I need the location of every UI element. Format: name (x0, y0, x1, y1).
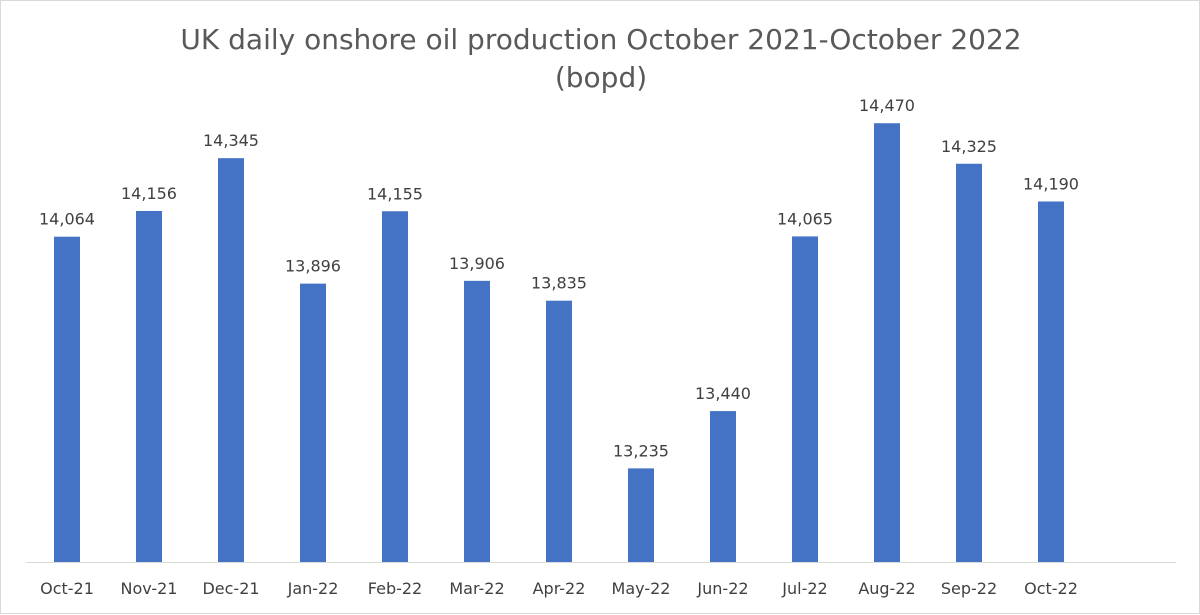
data-label-Mar-22: 13,906 (449, 254, 505, 273)
data-label-Sep-22: 14,325 (941, 137, 997, 156)
bar-Nov-21 (136, 210, 162, 562)
bar-Sep-22 (956, 163, 982, 562)
data-label-Jun-22: 13,440 (695, 384, 751, 403)
bar-Feb-22 (382, 211, 408, 562)
x-tick-label-Mar-22: Mar-22 (449, 579, 504, 598)
data-label-May-22: 13,235 (613, 441, 669, 460)
chart-subtitle: (bopd) (554, 61, 648, 94)
x-tick-labels-group: Oct-21 Nov-21 Dec-21 Jan-22 Feb-22 Mar-22 Apr-… (40, 579, 1078, 598)
x-tick-label-Jan-22: Jan-22 (287, 579, 339, 598)
bar-Oct-21 (54, 236, 80, 562)
x-tick-label-May-22: May-22 (612, 579, 671, 598)
data-label-Feb-22: 14,155 (367, 184, 423, 203)
data-label-Jan-22: 13,896 (285, 257, 341, 276)
bars-group (54, 123, 1064, 563)
bar-Apr-22 (546, 300, 572, 562)
chart-title: UK daily onshore oil production October … (1, 21, 1200, 97)
x-tick-label-Aug-22: Aug-22 (858, 579, 915, 598)
x-tick-label-Jul-22: Jul-22 (781, 579, 827, 598)
x-tick-label-Dec-21: Dec-21 (202, 579, 259, 598)
data-label-Nov-21: 14,156 (121, 184, 177, 203)
x-tick-label-Nov-21: Nov-21 (121, 579, 178, 598)
bar-Jun-22 (710, 411, 736, 562)
x-tick-label-Feb-22: Feb-22 (368, 579, 422, 598)
bar-Jul-22 (792, 236, 818, 563)
bar-Jan-22 (300, 283, 326, 562)
bar-Aug-22 (874, 123, 900, 562)
bar-Dec-21 (218, 158, 244, 562)
bar-Mar-22 (464, 280, 490, 562)
bar-Oct-22 (1038, 201, 1064, 562)
x-tick-label-Oct-21: Oct-21 (40, 579, 94, 598)
x-tick-label-Apr-22: Apr-22 (533, 579, 586, 598)
chart-title-line: UK daily onshore oil production October … (180, 23, 1022, 56)
data-label-Aug-22: 14,470 (859, 96, 915, 115)
data-label-Dec-21: 14,345 (203, 131, 259, 150)
x-tick-label-Sep-22: Sep-22 (941, 579, 997, 598)
data-label-Oct-21: 14,064 (39, 210, 95, 229)
x-tick-label-Oct-22: Oct-22 (1024, 579, 1078, 598)
data-label-Oct-22: 14,190 (1023, 174, 1079, 193)
data-labels-group: 14,064 14,156 14,345 13,896 14,155 13,906 13,8… (39, 96, 1079, 460)
x-tick-label-Jun-22: Jun-22 (696, 579, 748, 598)
data-label-Apr-22: 13,835 (531, 274, 587, 293)
bar-May-22 (628, 468, 654, 562)
data-label-Jul-22: 14,065 (777, 209, 833, 228)
